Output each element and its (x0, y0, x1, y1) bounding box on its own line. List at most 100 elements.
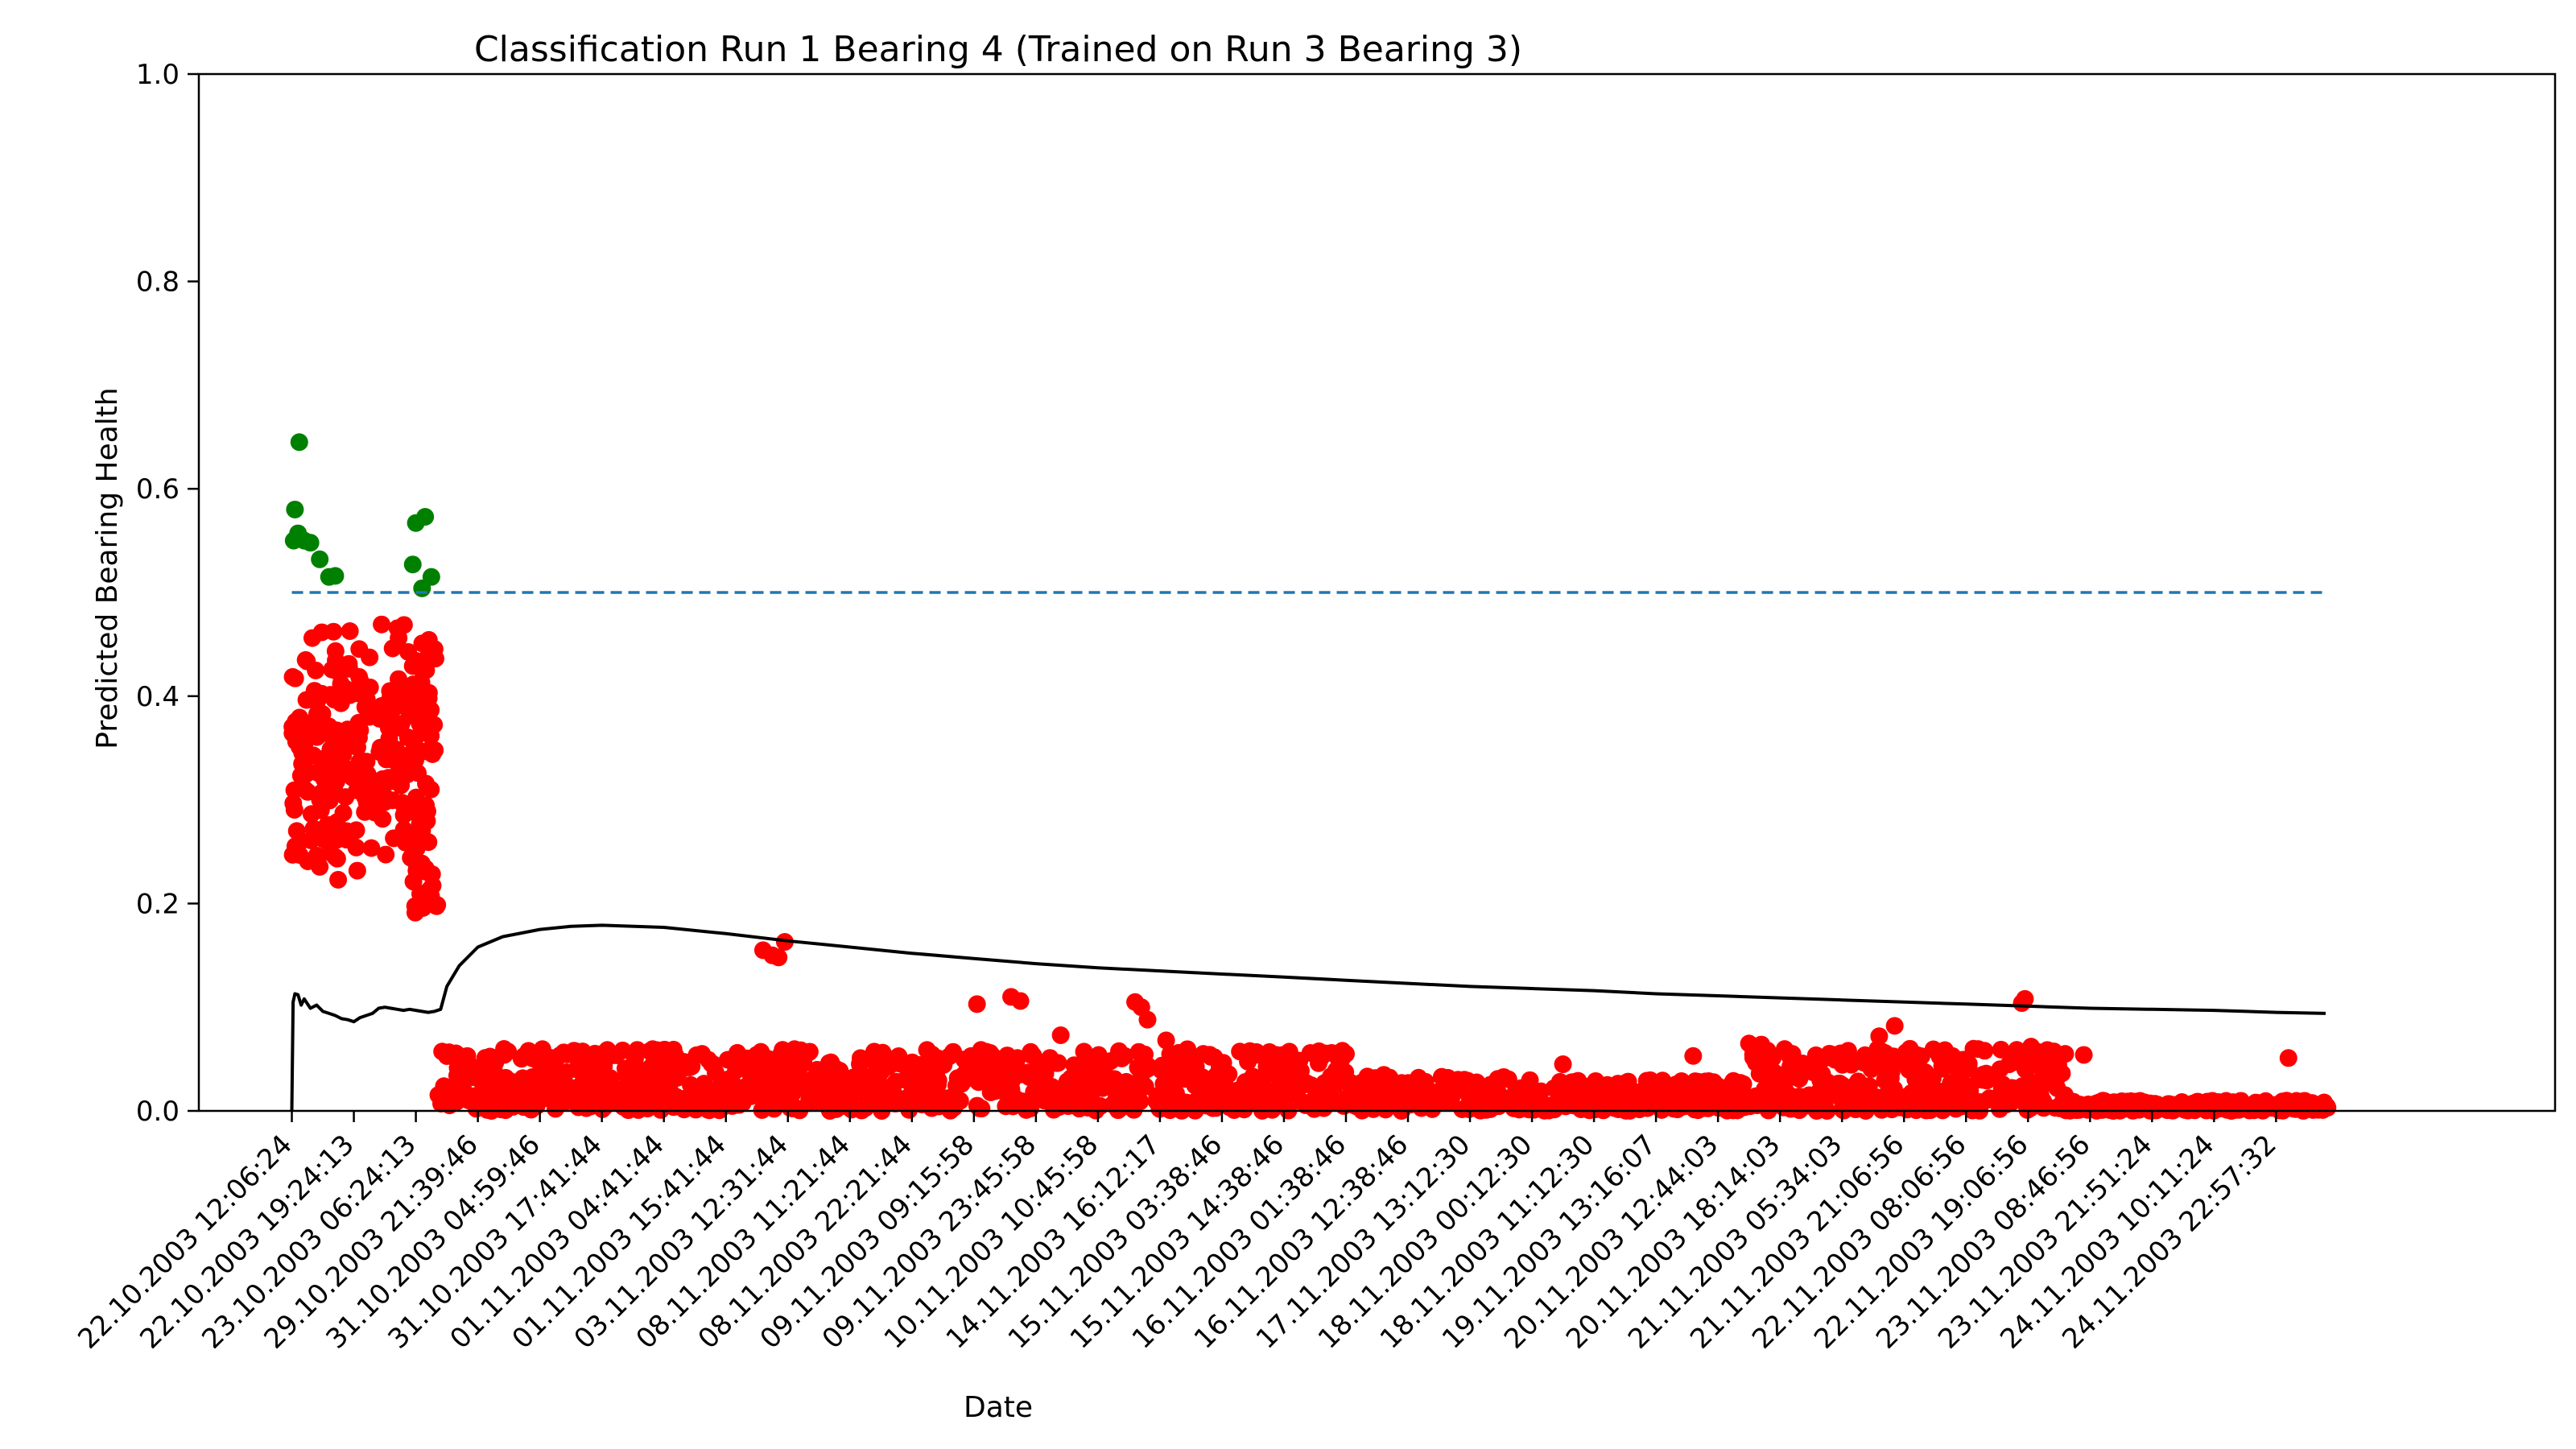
faulty-point (1260, 1042, 1278, 1061)
faulty-point (1517, 1084, 1535, 1103)
faulty-point (591, 1084, 609, 1103)
faulty-point (295, 780, 314, 799)
y-tick-label: 0.0 (136, 1096, 180, 1128)
faulty-point (998, 1062, 1017, 1080)
faulty-point (475, 1063, 493, 1082)
faulty-point (675, 1053, 694, 1071)
faulty-point (362, 839, 381, 857)
faulty-point (1839, 1042, 1857, 1060)
faulty-point (601, 1046, 620, 1065)
faulty-point (1756, 1080, 1774, 1099)
faulty-point (1885, 1017, 1904, 1035)
faulty-point (1127, 1081, 1146, 1100)
faulty-point (1684, 1046, 1703, 1065)
faulty-point (347, 838, 365, 857)
faulty-point (1417, 1086, 1435, 1104)
faulty-point (1439, 1076, 1458, 1095)
faulty-point (302, 805, 320, 824)
healthy-point (311, 550, 329, 568)
faulty-point (1686, 1072, 1704, 1091)
faulty-point (287, 822, 306, 840)
faulty-point (1138, 1010, 1157, 1029)
healthy-point (416, 507, 435, 526)
faulty-point (336, 759, 354, 778)
faulty-point (416, 860, 435, 878)
faulty-point (925, 1092, 943, 1111)
faulty-point (1879, 1074, 1897, 1092)
faulty-point (1025, 1083, 1043, 1101)
faulty-point (733, 1094, 752, 1113)
faulty-point (310, 786, 328, 804)
faulty-point (770, 948, 788, 967)
faulty-point (614, 1097, 633, 1116)
faulty-point (629, 1071, 647, 1090)
faulty-point (1254, 1077, 1273, 1096)
faulty-point (404, 873, 423, 891)
faulty-point (642, 1058, 660, 1076)
healthy-point (326, 567, 345, 585)
faulty-point (699, 1100, 717, 1119)
faulty-point (1095, 1059, 1113, 1078)
faulty-point (297, 765, 316, 783)
faulty-point (1164, 1063, 1183, 1081)
faulty-point (460, 1057, 479, 1075)
faulty-point (568, 1060, 586, 1079)
faulty-point (356, 698, 374, 716)
y-tick-label: 0.8 (136, 266, 180, 299)
faulty-point (1626, 1091, 1645, 1109)
faulty-point (1236, 1087, 1254, 1105)
faulty-point (1121, 1096, 1140, 1114)
faulty-point (1541, 1100, 1559, 1118)
faulty-point (1377, 1100, 1395, 1119)
faulty-point (349, 729, 368, 747)
faulty-point (385, 829, 403, 848)
faulty-point (960, 1051, 979, 1070)
faulty-point (720, 1070, 738, 1088)
faulty-point (1322, 1067, 1340, 1086)
faulty-point (970, 1099, 989, 1117)
faulty-point (1748, 1096, 1766, 1115)
faulty-point (1752, 1035, 1771, 1054)
faulty-point (1860, 1077, 1878, 1096)
faulty-point (1554, 1055, 1572, 1074)
faulty-point (312, 684, 331, 703)
faulty-point (514, 1046, 533, 1065)
faulty-point (1356, 1073, 1375, 1092)
faulty-point (350, 753, 369, 771)
faulty-point (756, 1082, 774, 1100)
faulty-point (1231, 1042, 1249, 1061)
healthy-point (422, 568, 440, 586)
faulty-point (2034, 1099, 2053, 1117)
faulty-point (1766, 1063, 1785, 1082)
faulty-point (791, 1041, 810, 1059)
faulty-point (406, 751, 424, 770)
faulty-point (1688, 1086, 1707, 1104)
y-tick-label: 0.2 (136, 888, 180, 920)
faulty-point (1886, 1049, 1905, 1067)
faulty-point (1707, 1082, 1725, 1100)
faulty-point (851, 1049, 869, 1067)
faulty-point (850, 1071, 869, 1090)
faulty-point (903, 1079, 922, 1097)
faulty-point (390, 629, 408, 647)
faulty-point (299, 852, 317, 870)
faulty-point (2033, 1068, 2052, 1087)
faulty-point (286, 669, 304, 687)
faulty-point (1924, 1069, 1942, 1088)
faulty-point (1930, 1082, 1948, 1100)
faulty-point (1186, 1092, 1204, 1111)
faulty-point (1638, 1079, 1657, 1097)
faulty-point (754, 1054, 773, 1072)
faulty-point (840, 1099, 859, 1117)
faulty-point (663, 1065, 682, 1084)
faulty-point (454, 1081, 473, 1100)
faulty-point (1399, 1074, 1418, 1092)
faulty-point (2003, 1054, 2021, 1072)
faulty-point (1545, 1079, 1563, 1097)
faulty-point (1997, 1095, 2016, 1113)
faulty-point (1148, 1087, 1166, 1105)
faulty-point (1583, 1091, 1602, 1109)
healthy-point (301, 534, 320, 552)
faulty-point (487, 1088, 506, 1106)
